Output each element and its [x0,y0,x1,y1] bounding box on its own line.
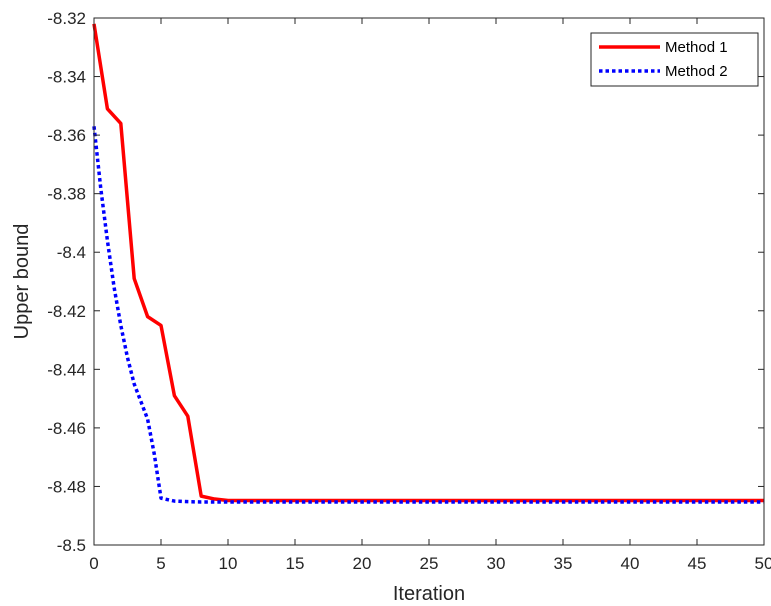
x-tick-label: 50 [755,554,771,573]
y-axis-label: Upper bound [11,224,33,340]
series-layer [92,23,764,504]
x-tick-label: 15 [286,554,305,573]
y-tick-label: -8.34 [47,68,86,87]
x-tick-label: 5 [156,554,165,573]
y-tick-label: -8.48 [47,477,86,496]
x-tick-label: 25 [420,554,439,573]
x-axis-label: Iteration [393,583,465,605]
x-tick-label: 10 [219,554,238,573]
x-tick-label: 20 [353,554,372,573]
x-tick-label: 45 [688,554,707,573]
x-tick-label: 30 [487,554,506,573]
legend-label-1: Method 1 [665,39,728,56]
x-tick-label: 0 [89,554,98,573]
ticks-layer: 0 5 10 15 20 25 30 35 40 45 50 -8.5 -8.48 -8.46 -8.44 -… [47,9,771,573]
x-tick-label: 40 [621,554,640,573]
series-line-1 [92,23,764,503]
y-tick-label: -8.5 [57,536,86,555]
y-tick-label: -8.42 [47,302,86,321]
y-tick-label: -8.46 [47,419,86,438]
y-tick-label: -8.32 [47,9,86,28]
x-tick-label: 35 [554,554,573,573]
series-line-2 [92,126,764,504]
y-tick-label: -8.38 [47,185,86,204]
y-tick-label: -8.36 [47,126,86,145]
y-tick-label: -8.44 [47,360,86,379]
legend: Method 1 Method 2 [590,32,759,87]
y-tick-label: -8.4 [57,243,86,262]
legend-label-2: Method 2 [665,63,728,80]
legend-box [590,32,759,87]
